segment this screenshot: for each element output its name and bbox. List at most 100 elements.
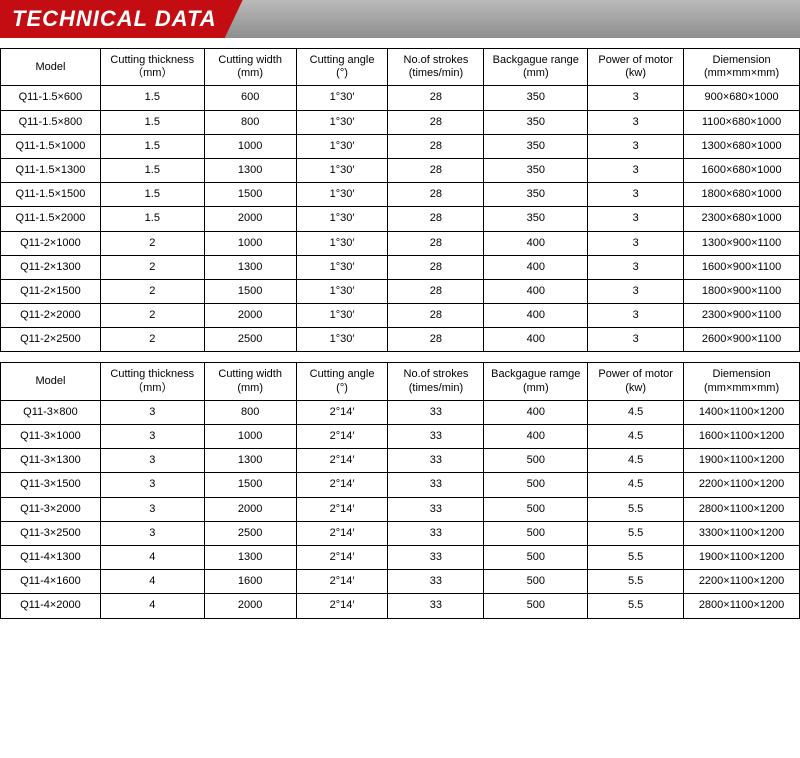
table-cell: 500 bbox=[484, 497, 588, 521]
table-cell: 3 bbox=[100, 425, 204, 449]
table-cell: Q11-2×2000 bbox=[1, 304, 101, 328]
table-cell: 2300×900×1100 bbox=[684, 304, 800, 328]
table-cell: 400 bbox=[484, 231, 588, 255]
table-cell: 1500 bbox=[204, 279, 296, 303]
column-header-unit: (kw) bbox=[590, 382, 681, 395]
table-cell: 2000 bbox=[204, 497, 296, 521]
table-cell: 33 bbox=[388, 497, 484, 521]
table-cell: 500 bbox=[484, 570, 588, 594]
table-cell: 28 bbox=[388, 231, 484, 255]
table-cell: 350 bbox=[484, 158, 588, 182]
table-cell: 3 bbox=[588, 328, 684, 352]
table-cell: 3 bbox=[100, 497, 204, 521]
table-cell: 350 bbox=[484, 110, 588, 134]
table-cell: 1°30′ bbox=[296, 304, 388, 328]
table-cell: 1600×900×1100 bbox=[684, 255, 800, 279]
table-cell: 1.5 bbox=[100, 134, 204, 158]
table-cell: 5.5 bbox=[588, 594, 684, 618]
table-cell: 4 bbox=[100, 594, 204, 618]
table-cell: Q11-4×1300 bbox=[1, 545, 101, 569]
table-cell: 1800×900×1100 bbox=[684, 279, 800, 303]
table-cell: 1°30′ bbox=[296, 86, 388, 110]
column-header-label: Power of motor bbox=[590, 368, 681, 381]
table-cell: 350 bbox=[484, 86, 588, 110]
table-cell: 28 bbox=[388, 304, 484, 328]
column-header-unit: (times/min) bbox=[390, 67, 481, 80]
table-cell: 800 bbox=[204, 400, 296, 424]
table-cell: 2°14′ bbox=[296, 449, 388, 473]
column-header-label: Cutting width bbox=[207, 368, 294, 381]
table-cell: 1300 bbox=[204, 158, 296, 182]
column-header: Backgague range(mm) bbox=[484, 49, 588, 86]
table-cell: Q11-1.5×600 bbox=[1, 86, 101, 110]
column-header: Backgague ramge(mm) bbox=[484, 363, 588, 400]
table-cell: Q11-4×1600 bbox=[1, 570, 101, 594]
table-cell: 3 bbox=[588, 304, 684, 328]
table-2-head: ModelCutting thickness（mm）Cutting width(… bbox=[1, 363, 800, 400]
column-header: Diemension(mm×mm×mm) bbox=[684, 363, 800, 400]
table-cell: 1600×1100×1200 bbox=[684, 425, 800, 449]
table-cell: 1800×680×1000 bbox=[684, 183, 800, 207]
column-header-label: Cutting thickness bbox=[103, 368, 202, 381]
table-cell: 1°30′ bbox=[296, 255, 388, 279]
table-cell: 2500 bbox=[204, 328, 296, 352]
column-header-label: No.of strokes bbox=[390, 368, 481, 381]
table-cell: 500 bbox=[484, 545, 588, 569]
column-header: Model bbox=[1, 363, 101, 400]
table-cell: 5.5 bbox=[588, 545, 684, 569]
column-header-label: Model bbox=[3, 61, 98, 74]
table-cell: 1300 bbox=[204, 449, 296, 473]
table-cell: 1900×1100×1200 bbox=[684, 545, 800, 569]
table-row: Q11-1.5×6001.56001°30′283503900×680×1000 bbox=[1, 86, 800, 110]
table-cell: 1.5 bbox=[100, 158, 204, 182]
column-header-unit: (mm) bbox=[207, 382, 294, 395]
table-cell: 4.5 bbox=[588, 449, 684, 473]
table-cell: 600 bbox=[204, 86, 296, 110]
table-cell: 1°30′ bbox=[296, 207, 388, 231]
column-header: Model bbox=[1, 49, 101, 86]
table-cell: Q11-3×1000 bbox=[1, 425, 101, 449]
table-cell: 900×680×1000 bbox=[684, 86, 800, 110]
table-cell: 2°14′ bbox=[296, 521, 388, 545]
table-1-head: ModelCutting thickness（mm）Cutting width(… bbox=[1, 49, 800, 86]
table-cell: 500 bbox=[484, 449, 588, 473]
table-cell: 400 bbox=[484, 279, 588, 303]
table-row: Q11-1.5×20001.520001°30′2835032300×680×1… bbox=[1, 207, 800, 231]
table-cell: 3 bbox=[588, 134, 684, 158]
column-header-label: Cutting thickness bbox=[103, 54, 202, 67]
table-row: Q11-2×2500225001°30′2840032600×900×1100 bbox=[1, 328, 800, 352]
table-cell: 33 bbox=[388, 545, 484, 569]
table-cell: 1600×680×1000 bbox=[684, 158, 800, 182]
column-header: Diemension(mm×mm×mm) bbox=[684, 49, 800, 86]
table-cell: 28 bbox=[388, 158, 484, 182]
table-cell: 400 bbox=[484, 400, 588, 424]
table-cell: 400 bbox=[484, 304, 588, 328]
table-cell: 400 bbox=[484, 328, 588, 352]
table-row: Q11-2×1500215001°30′2840031800×900×1100 bbox=[1, 279, 800, 303]
table-cell: 5.5 bbox=[588, 497, 684, 521]
table-cell: 2 bbox=[100, 279, 204, 303]
table-cell: 1300×680×1000 bbox=[684, 134, 800, 158]
table-row: Q11-2×1000210001°30′2840031300×900×1100 bbox=[1, 231, 800, 255]
table-cell: Q11-1.5×1300 bbox=[1, 158, 101, 182]
column-header-label: No.of strokes bbox=[390, 54, 481, 67]
column-header-unit: (mm×mm×mm) bbox=[686, 67, 797, 80]
table-row: Q11-3×1300313002°14′335004.51900×1100×12… bbox=[1, 449, 800, 473]
table-row: Q11-4×2000420002°14′335005.52800×1100×12… bbox=[1, 594, 800, 618]
table-cell: Q11-2×2500 bbox=[1, 328, 101, 352]
column-header-label: Model bbox=[3, 375, 98, 388]
table-cell: 3 bbox=[588, 207, 684, 231]
table-cell: 3 bbox=[588, 255, 684, 279]
header-bar: TECHNICAL DATA bbox=[0, 0, 800, 38]
table-cell: 1°30′ bbox=[296, 183, 388, 207]
table-2-body: Q11-3×80038002°14′334004.51400×1100×1200… bbox=[1, 400, 800, 618]
table-cell: Q11-3×800 bbox=[1, 400, 101, 424]
table-cell: 3300×1100×1200 bbox=[684, 521, 800, 545]
column-header: Cutting width(mm) bbox=[204, 49, 296, 86]
column-header: Power of motor(kw) bbox=[588, 363, 684, 400]
table-cell: 33 bbox=[388, 425, 484, 449]
table-cell: 4 bbox=[100, 545, 204, 569]
column-header-label: Diemension bbox=[686, 368, 797, 381]
table-cell: 1000 bbox=[204, 134, 296, 158]
table-cell: 33 bbox=[388, 594, 484, 618]
